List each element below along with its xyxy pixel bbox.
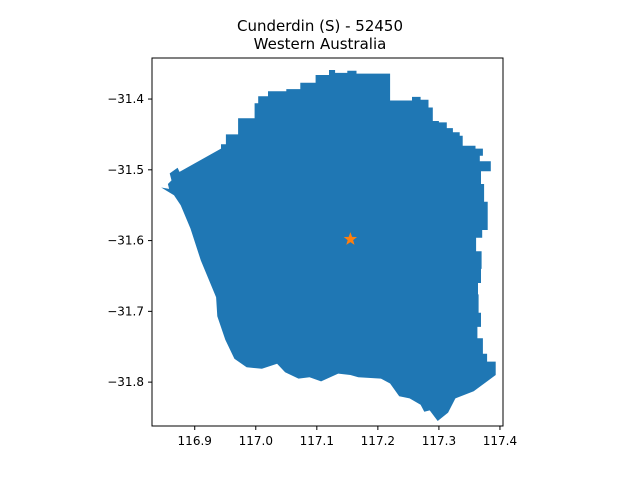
lga-boundary-polygon — [161, 70, 496, 421]
plot-area — [161, 70, 496, 421]
y-tick-label: −31.8 — [107, 375, 144, 389]
x-tick-label: 117.0 — [239, 434, 273, 448]
map-subtitle: Western Australia — [253, 35, 387, 53]
centroid-star-marker — [343, 232, 358, 245]
x-tick-label: 117.4 — [483, 434, 517, 448]
x-tick-label: 117.3 — [422, 434, 456, 448]
x-tick-label: 117.1 — [300, 434, 334, 448]
x-tick-label: 117.2 — [361, 434, 395, 448]
axes-frame — [151, 57, 504, 427]
y-tick-label: −31.4 — [107, 92, 144, 106]
x-tick-label: 116.9 — [178, 434, 212, 448]
x-axis: 116.9 117.0 117.1 117.2 117.3 117.4 — [178, 426, 517, 448]
y-tick-label: −31.5 — [107, 163, 144, 177]
y-axis: −31.4 −31.5 −31.6 −31.7 −31.8 — [107, 92, 152, 389]
map-title: Cunderdin (S) - 52450 — [237, 17, 403, 35]
y-tick-label: −31.7 — [107, 304, 144, 318]
y-tick-label: −31.6 — [107, 234, 144, 248]
